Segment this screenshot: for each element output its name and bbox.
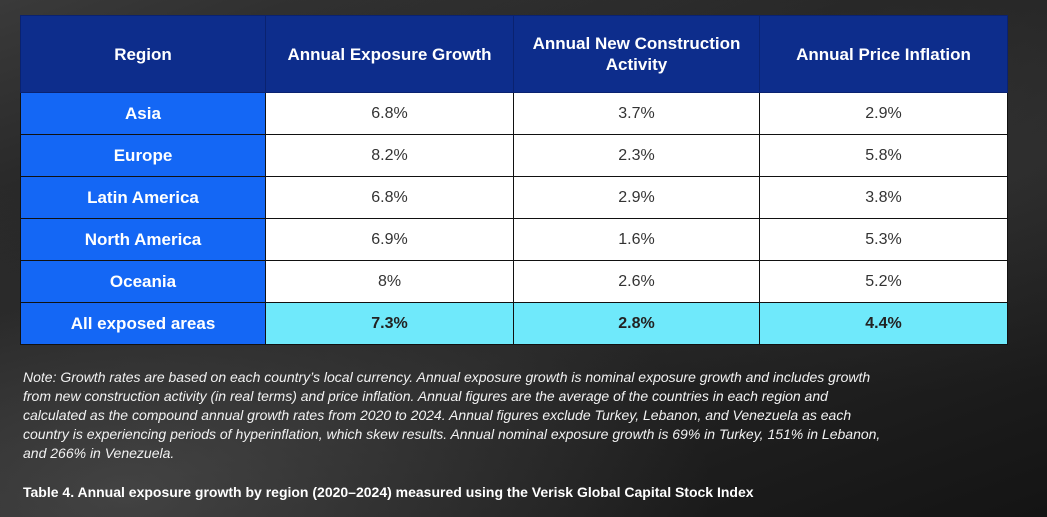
exposure-cell: 8.2% [265, 134, 514, 177]
inflation-cell: 5.3% [759, 218, 1008, 261]
table-row: Latin America 6.8% 2.9% 3.8% [20, 176, 1008, 219]
total-exposure-cell: 7.3% [265, 302, 514, 345]
table-row: Oceania 8% 2.6% 5.2% [20, 260, 1008, 303]
header-price-inflation: Annual Price Inflation [759, 15, 1008, 93]
region-cell: Asia [20, 92, 266, 135]
inflation-cell: 5.2% [759, 260, 1008, 303]
header-region: Region [20, 15, 266, 93]
exposure-cell: 6.8% [265, 176, 514, 219]
inflation-cell: 3.8% [759, 176, 1008, 219]
total-inflation-cell: 4.4% [759, 302, 1008, 345]
construction-cell: 3.7% [513, 92, 760, 135]
exposure-cell: 8% [265, 260, 514, 303]
table-row: Europe 8.2% 2.3% 5.8% [20, 134, 1008, 177]
construction-cell: 2.3% [513, 134, 760, 177]
table-caption: Table 4. Annual exposure growth by regio… [23, 484, 754, 500]
construction-cell: 2.6% [513, 260, 760, 303]
region-cell: Europe [20, 134, 266, 177]
inflation-cell: 5.8% [759, 134, 1008, 177]
header-new-construction: Annual New Construction Activity [513, 15, 760, 93]
table-total-row: All exposed areas 7.3% 2.8% 4.4% [20, 302, 1008, 345]
region-cell: North America [20, 218, 266, 261]
data-table-container: Region Annual Exposure Growth Annual New… [20, 15, 1008, 345]
region-cell: Oceania [20, 260, 266, 303]
region-cell: Latin America [20, 176, 266, 219]
exposure-growth-table: Region Annual Exposure Growth Annual New… [20, 15, 1008, 345]
exposure-cell: 6.8% [265, 92, 514, 135]
total-region-cell: All exposed areas [20, 302, 266, 345]
total-construction-cell: 2.8% [513, 302, 760, 345]
construction-cell: 2.9% [513, 176, 760, 219]
construction-cell: 1.6% [513, 218, 760, 261]
header-exposure-growth: Annual Exposure Growth [265, 15, 514, 93]
table-note: Note: Growth rates are based on each cou… [23, 369, 881, 461]
table-row: Asia 6.8% 3.7% 2.9% [20, 92, 1008, 135]
table-header-row: Region Annual Exposure Growth Annual New… [20, 15, 1008, 93]
table-row: North America 6.9% 1.6% 5.3% [20, 218, 1008, 261]
exposure-cell: 6.9% [265, 218, 514, 261]
inflation-cell: 2.9% [759, 92, 1008, 135]
